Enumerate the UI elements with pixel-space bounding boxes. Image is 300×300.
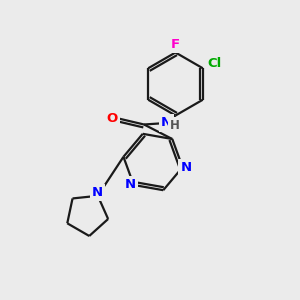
Text: N: N — [124, 178, 136, 191]
Text: O: O — [106, 112, 118, 125]
Text: N: N — [161, 116, 172, 130]
Text: H: H — [170, 119, 180, 132]
Text: Cl: Cl — [207, 57, 221, 70]
Text: N: N — [181, 161, 192, 174]
Text: F: F — [171, 38, 180, 51]
Text: N: N — [92, 186, 103, 199]
